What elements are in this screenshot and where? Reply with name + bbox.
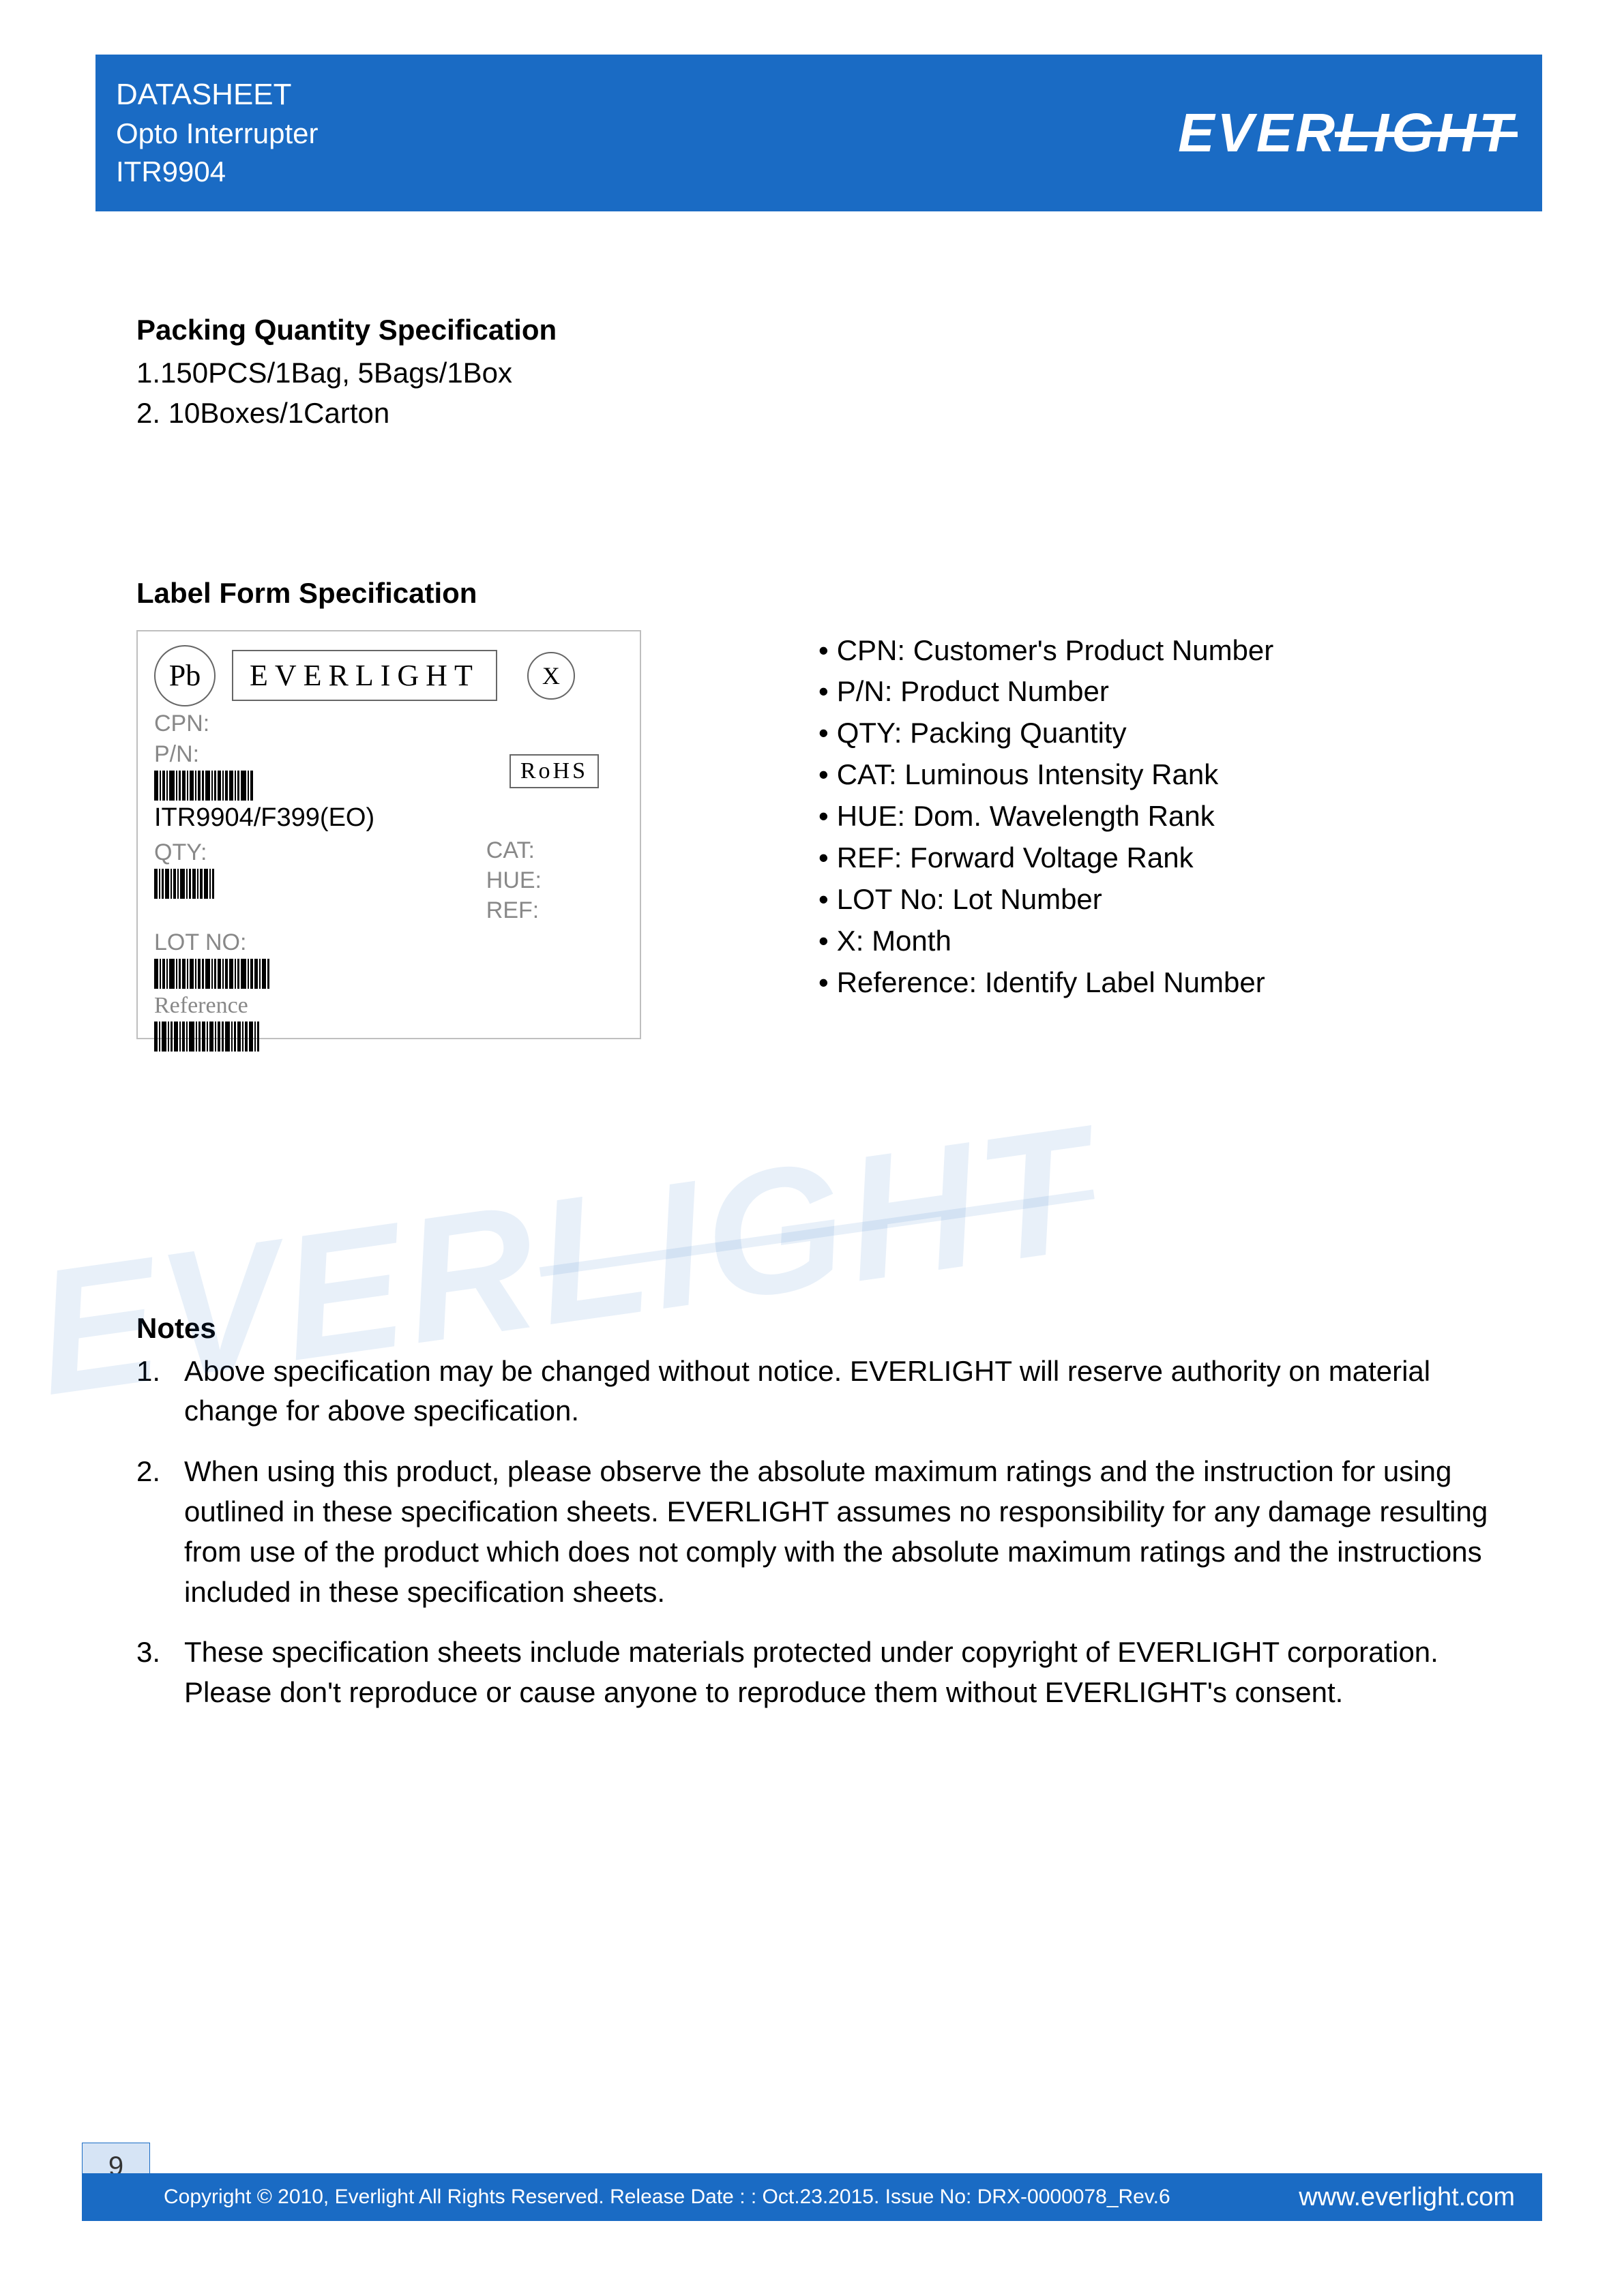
note-text: These specification sheets include mater… [184, 1632, 1501, 1713]
rohs-box: RoHS [510, 754, 599, 788]
label-sample-box: Pb EVERLIGHT X CPN: P/N: RoHS ITR9904/F3… [136, 630, 641, 1039]
barcode-3 [154, 959, 372, 989]
header-line1: DATASHEET [116, 78, 318, 112]
note-text: When using this product, please observe … [184, 1452, 1501, 1612]
pb-circle: Pb [154, 645, 216, 706]
cat-hue-ref-col: CAT: HUE: REF: [486, 835, 542, 926]
footer-copyright: Copyright © 2010, Everlight All Rights R… [82, 2186, 1299, 2209]
x-circle: X [527, 652, 575, 700]
note-num: 2. [136, 1452, 184, 1612]
packing-line1: 1.150PCS/1Bag, 5Bags/1Box [136, 353, 1501, 393]
def-item: LOT No: Lot Number [818, 879, 1273, 921]
part-number: ITR9904/F399(EO) [154, 803, 623, 833]
label-row: Pb EVERLIGHT X CPN: P/N: RoHS ITR9904/F3… [136, 630, 1501, 1039]
packing-title: Packing Quantity Specification [136, 314, 1501, 346]
cpn-label: CPN: [154, 711, 623, 737]
note-item: 2. When using this product, please obser… [136, 1452, 1501, 1612]
definitions-list: CPN: Customer's Product Number P/N: Prod… [818, 630, 1273, 1004]
footer-bar: Copyright © 2010, Everlight All Rights R… [82, 2173, 1542, 2221]
barcode-4 [154, 1022, 372, 1052]
packing-line2: 2. 10Boxes/1Carton [136, 393, 1501, 434]
reference-label: Reference [154, 993, 623, 1019]
hue-label: HUE: [486, 865, 542, 895]
barcode-1 [154, 771, 304, 801]
brand-logo: EVERLIGHT [1178, 102, 1515, 164]
header-bar: DATASHEET Opto Interrupter ITR9904 EVERL… [95, 55, 1542, 211]
packing-section: Packing Quantity Specification 1.150PCS/… [136, 314, 1501, 434]
label-form-title: Label Form Specification [136, 577, 1501, 610]
qty-label: QTY: [154, 839, 270, 866]
everlight-box: EVERLIGHT [232, 650, 497, 701]
note-item: 1. Above specification may be changed wi… [136, 1352, 1501, 1432]
def-item: REF: Forward Voltage Rank [818, 837, 1273, 879]
def-item: CAT: Luminous Intensity Rank [818, 754, 1273, 796]
header-line3: ITR9904 [116, 155, 318, 188]
label-top-row: Pb EVERLIGHT X [154, 645, 623, 706]
def-item: Reference: Identify Label Number [818, 962, 1273, 1004]
header-line2: Opto Interrupter [116, 117, 318, 150]
def-item: HUE: Dom. Wavelength Rank [818, 796, 1273, 837]
note-num: 1. [136, 1352, 184, 1432]
brand-strike: LIGHT [1338, 102, 1515, 164]
qty-row: QTY: CAT: HUE: REF: [154, 835, 623, 926]
def-item: QTY: Packing Quantity [818, 713, 1273, 754]
def-item: P/N: Product Number [818, 671, 1273, 713]
barcode-2 [154, 869, 270, 899]
note-text: Above specification may be changed witho… [184, 1352, 1501, 1432]
note-item: 3. These specification sheets include ma… [136, 1632, 1501, 1713]
note-num: 3. [136, 1632, 184, 1713]
header-left: DATASHEET Opto Interrupter ITR9904 [116, 78, 318, 188]
datasheet-page: DATASHEET Opto Interrupter ITR9904 EVERL… [0, 0, 1624, 2296]
footer-url: www.everlight.com [1299, 2183, 1515, 2212]
cat-label: CAT: [486, 835, 542, 865]
def-item: CPN: Customer's Product Number [818, 630, 1273, 672]
content: Packing Quantity Specification 1.150PCS/… [82, 211, 1542, 1713]
ref-label: REF: [486, 895, 542, 925]
label-form-section: Label Form Specification Pb EVERLIGHT X … [136, 577, 1501, 1039]
brand-text: EVER [1178, 102, 1338, 163]
def-item: X: Month [818, 921, 1273, 962]
notes-section: Notes 1. Above specification may be chan… [136, 1312, 1501, 1713]
lot-label: LOT NO: [154, 929, 623, 956]
notes-title: Notes [136, 1312, 1501, 1345]
